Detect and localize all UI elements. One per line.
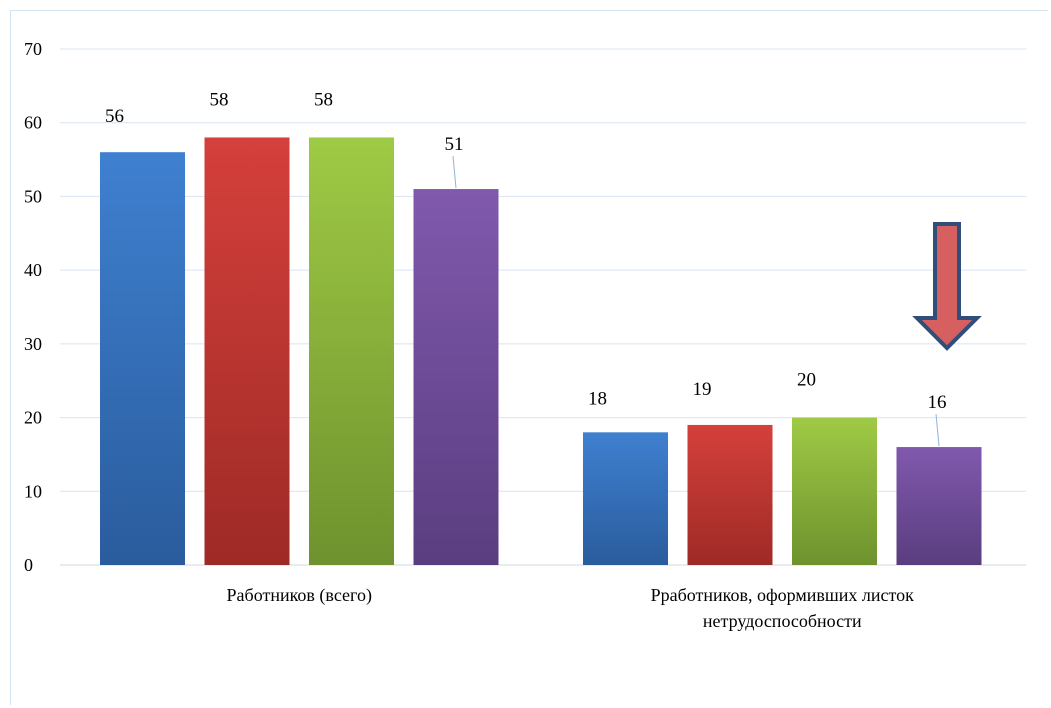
down-arrow-icon — [912, 222, 982, 351]
bar — [100, 152, 185, 565]
data-label-leader — [452, 156, 457, 189]
data-label: 18 — [588, 388, 607, 409]
data-label: 19 — [693, 379, 712, 400]
bar — [309, 137, 394, 565]
category-label: Рработников, оформивших листок — [651, 585, 915, 605]
data-label-leader — [935, 414, 940, 447]
data-label: 20 — [797, 370, 816, 391]
y-tick-label: 30 — [24, 334, 42, 354]
y-tick-label: 70 — [24, 39, 42, 59]
data-label: 56 — [105, 106, 124, 127]
data-label: 58 — [210, 89, 229, 110]
y-tick-label: 0 — [24, 555, 33, 575]
y-tick-label: 60 — [24, 113, 42, 133]
y-tick-label: 20 — [24, 408, 42, 428]
y-tick-label: 10 — [24, 481, 42, 501]
chart-frame — [10, 10, 1048, 705]
bar — [204, 137, 290, 565]
category-label: нетрудоспособности — [703, 611, 862, 631]
y-tick-label: 50 — [24, 186, 42, 206]
bar — [687, 424, 773, 565]
bar — [583, 432, 668, 565]
data-label: 58 — [314, 89, 333, 110]
y-tick-label: 40 — [24, 260, 42, 280]
category-label: Работников (всего) — [227, 585, 372, 606]
bar — [896, 447, 982, 565]
data-label: 16 — [928, 392, 947, 413]
bar — [413, 189, 499, 566]
data-label: 51 — [445, 134, 464, 155]
bar — [792, 417, 877, 565]
